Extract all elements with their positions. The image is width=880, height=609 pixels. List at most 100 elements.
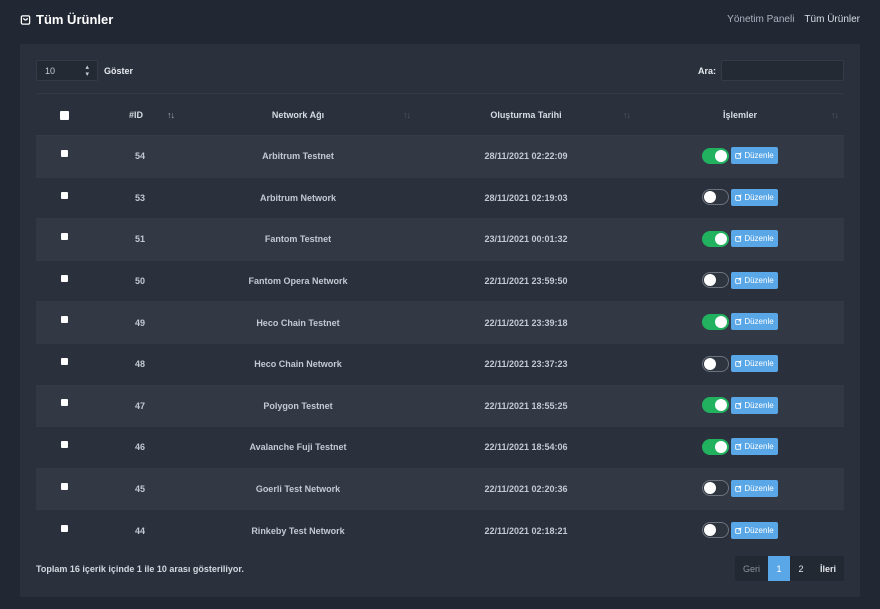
row-actions: Düzenle [636,301,844,344]
search-input[interactable] [721,60,844,81]
top-bar: Tüm Ürünler Yönetim Paneli Tüm Ürünler [0,0,880,38]
row-created-date: 22/11/2021 23:59:50 [416,259,636,302]
edit-button-label: Düzenle [744,151,774,161]
row-created-date: 23/11/2021 00:01:32 [416,218,636,261]
column-header-actions[interactable]: İşlemler ↑↓ [636,93,844,136]
edit-button[interactable]: Düzenle [731,438,778,456]
edit-icon [735,443,742,450]
edit-button-label: Düzenle [744,234,774,244]
row-created-date: 22/11/2021 02:18:21 [416,509,636,552]
row-status-toggle[interactable] [702,147,730,164]
row-network: Polygon Testnet [180,384,416,427]
row-network: Fantom Opera Network [180,259,416,302]
row-actions: Düzenle [636,384,844,427]
row-status-toggle[interactable] [702,355,730,372]
row-created-date: 22/11/2021 23:39:18 [416,301,636,344]
page-length: 10 ▴ ▾ Göster [36,60,133,81]
pagination-page-1[interactable]: 1 [767,556,790,581]
row-id: 50 [92,259,180,302]
row-id: 51 [92,218,180,261]
row-checkbox[interactable] [60,191,68,199]
column-header-date[interactable]: Oluşturma Tarihi ↑↓ [416,93,636,136]
page-length-value: 10 [45,65,56,76]
table-row: 46 Avalanche Fuji Testnet 22/11/2021 18:54… [36,426,844,469]
pagination-next-button[interactable]: İleri [819,563,836,574]
row-checkbox[interactable] [60,441,68,449]
table-row: 53 Arbitrum Network 28/11/2021 02:19:03 Düz… [36,176,844,219]
row-created-date: 22/11/2021 02:20:36 [416,467,636,510]
row-status-toggle[interactable] [702,272,730,289]
row-network: Heco Chain Testnet [180,301,416,344]
shopping-bag-icon [20,14,31,25]
table-row: 51 Fantom Testnet 23/11/2021 00:01:32 Düzen… [36,218,844,261]
row-created-date: 22/11/2021 23:37:23 [416,342,636,386]
table-row: 47 Polygon Testnet 22/11/2021 18:55:25 Düze… [36,384,844,427]
select-all-checkbox[interactable] [59,110,69,120]
row-checkbox[interactable] [60,524,68,532]
edit-button-label: Düzenle [744,192,774,202]
products-card: 10 ▴ ▾ Göster Ara: #ID ↑↓ Network Ağı ↑↓ Ol… [20,44,860,597]
row-select-cell [36,135,92,178]
page-length-label: Göster [104,65,134,76]
edit-button-label: Düzenle [744,525,774,535]
edit-button[interactable]: Düzenle [731,271,778,289]
row-checkbox[interactable] [60,482,68,490]
row-status-toggle[interactable] [702,313,730,330]
edit-button[interactable]: Düzenle [731,479,778,497]
page-length-select[interactable]: 10 ▴ ▾ [36,60,98,81]
row-status-toggle[interactable] [702,230,730,247]
row-status-toggle[interactable] [702,397,730,414]
edit-button[interactable]: Düzenle [731,188,778,206]
edit-button[interactable]: Düzenle [731,313,778,331]
edit-button-label: Düzenle [744,359,774,369]
edit-button[interactable]: Düzenle [731,396,778,414]
row-actions: Düzenle [636,426,844,469]
row-select-cell [36,467,92,510]
row-checkbox[interactable] [60,233,68,241]
edit-button-label: Düzenle [744,400,774,410]
row-status-toggle[interactable] [702,189,730,206]
row-actions: Düzenle [636,509,844,552]
row-checkbox[interactable] [60,274,68,282]
edit-button-label: Düzenle [744,275,774,285]
row-select-cell [36,301,92,344]
table-row: 44 Rinkeby Test Network 22/11/2021 02:18:2… [36,509,844,552]
pagination-prev-button[interactable]: Geri [742,563,760,574]
table-info: Toplam 16 içerik içinde 1 ile 10 arası g… [36,563,244,574]
row-status-toggle[interactable] [702,480,730,497]
edit-button-label: Düzenle [744,483,774,493]
edit-button[interactable]: Düzenle [731,355,778,373]
edit-button[interactable]: Düzenle [731,230,778,248]
sort-arrows-icon: ↑↓ [623,109,631,120]
row-select-cell [36,176,92,219]
column-header-label: #ID [128,109,143,120]
table-controls: 10 ▴ ▾ Göster Ara: [36,60,844,81]
row-id: 48 [92,342,180,386]
column-header-id[interactable]: #ID ↑↓ [92,93,180,136]
table-header-row: #ID ↑↓ Network Ağı ↑↓ Oluşturma Tarihi ↑↓ İ… [36,93,844,136]
edit-icon [735,401,742,409]
edit-icon [735,485,742,492]
column-header-network[interactable]: Network Ağı ↑↓ [180,93,416,136]
breadcrumb-item-home[interactable]: Yönetim Paneli [727,13,795,25]
row-checkbox[interactable] [60,316,68,324]
page-title: Tüm Ürünler [20,12,113,27]
row-checkbox[interactable] [60,399,68,407]
breadcrumb: Yönetim Paneli Tüm Ürünler [727,14,860,25]
edit-button[interactable]: Düzenle [731,147,778,165]
column-header-label: Network Ağı [271,109,325,120]
row-checkbox[interactable] [60,149,68,157]
row-created-date: 28/11/2021 02:22:09 [416,135,636,178]
row-status-toggle[interactable] [702,522,730,539]
edit-button[interactable]: Düzenle [731,521,778,539]
row-id: 47 [92,384,180,427]
pagination-page-2[interactable]: 2 [798,563,804,574]
search: Ara: [698,60,844,81]
row-actions: Düzenle [636,218,844,261]
row-network: Goerli Test Network [180,467,416,510]
row-checkbox[interactable] [60,357,68,365]
table-row: 54 Arbitrum Testnet 28/11/2021 02:22:09 Düz… [36,135,844,178]
table-footer: Toplam 16 içerik içinde 1 ile 10 arası g… [36,556,844,581]
row-status-toggle[interactable] [702,438,730,455]
row-network: Arbitrum Testnet [180,135,416,178]
